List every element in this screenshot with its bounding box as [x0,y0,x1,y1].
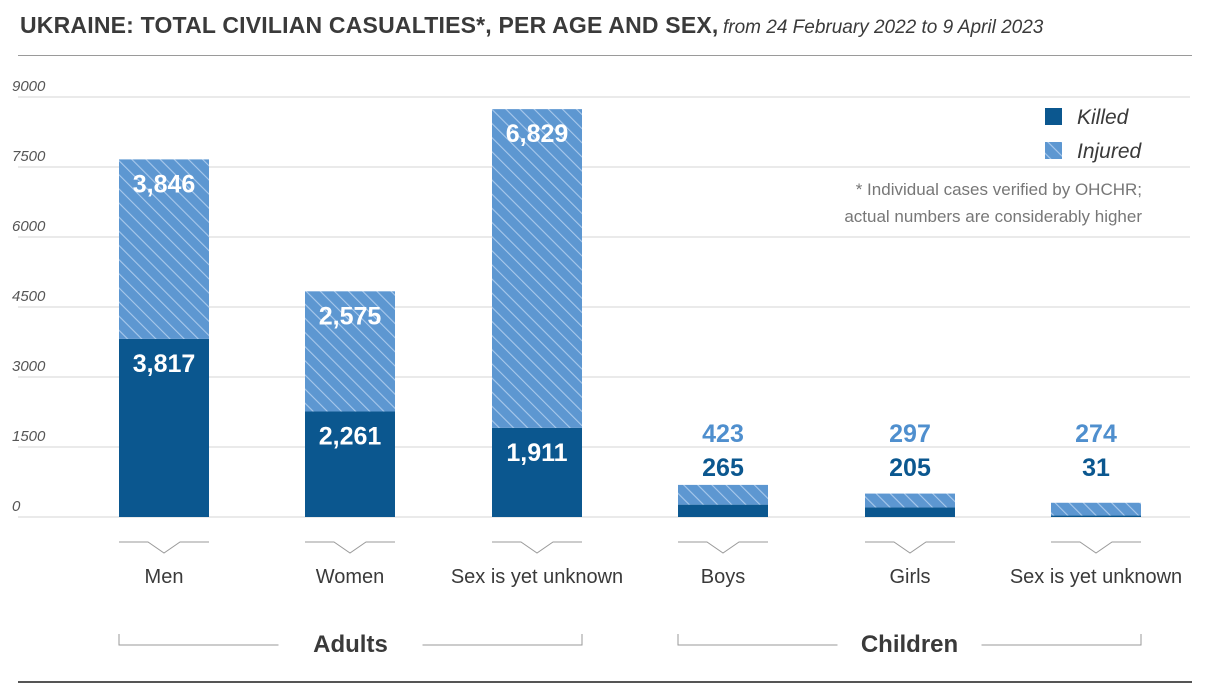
group-bracket-left-1 [677,634,838,646]
footnote-line-2: actual numbers are considerably higher [844,207,1142,226]
y-tick-label-3: 4500 [12,288,46,305]
y-tick-label-6: 9000 [12,78,46,95]
value-label-injured-3: 423 [702,420,744,448]
bars [119,109,1141,517]
y-tick-label-5: 7500 [12,148,46,165]
value-label-killed-5: 31 [1082,454,1110,482]
gridlines [18,96,1190,518]
group-bracket-left-0 [118,634,279,646]
value-label-injured-0: 3,846 [133,170,196,198]
value-label-killed-4: 205 [889,454,931,482]
group-brackets: Adults Children [118,631,1142,658]
group-label-1: Children [861,631,958,658]
bar-injured-0 [119,159,209,339]
bar-injured-5 [1051,502,1141,516]
value-labels: 3,846 3,817 2,575 2,261 6,829 1,911 423 265 297 2… [133,120,1117,482]
value-label-injured-1: 2,575 [319,302,382,330]
category-notch-3 [678,541,768,554]
bar-injured-2 [492,109,582,428]
y-tick-label-0: 0 [12,498,21,515]
legend-swatch-killed [1045,108,1062,125]
category-label-4: Girls [889,566,930,588]
category-label-0: Men [145,566,184,588]
value-label-injured-5: 274 [1075,420,1117,448]
bar-killed-3 [678,504,768,517]
bar-injured-1 [305,291,395,412]
legend-label-injured: Injured [1077,140,1143,163]
group-label-0: Adults [313,631,388,658]
category-label-1: Women [316,566,385,588]
bar-injured-3 [678,484,768,505]
group-bracket-right-0 [422,634,583,646]
legend: Killed Injured [1045,106,1143,163]
category-notch-1 [305,541,395,554]
footnote-line-1: * Individual cases verified by OHCHR; [856,180,1142,199]
value-label-injured-2: 6,829 [506,120,569,148]
bar-killed-5 [1051,515,1141,517]
bar-killed-4 [865,507,955,517]
value-label-killed-0: 3,817 [133,350,196,378]
category-notch-2 [492,541,582,554]
value-label-killed-1: 2,261 [319,422,382,450]
chart-subtitle: from 24 February 2022 to 9 April 2023 [722,17,1044,38]
chart-title: UKRAINE: TOTAL CIVILIAN CASUALTIES*, PER… [20,12,719,38]
category-label-2: Sex is yet unknown [451,566,623,588]
bar-killed-0 [119,338,209,517]
y-tick-label-4: 6000 [12,218,46,235]
category-label-5: Sex is yet unknown [1010,566,1182,588]
bar-injured-4 [865,493,955,508]
category-label-3: Boys [701,566,745,588]
category-notch-4 [865,541,955,554]
y-tick-label-1: 1500 [12,428,46,445]
bar-killed-2 [492,427,582,517]
chart-header: UKRAINE: TOTAL CIVILIAN CASUALTIES*, PER… [20,12,1043,52]
legend-label-killed: Killed [1077,106,1130,129]
category-notch-0 [119,541,209,554]
category-axis: Men Women Sex is yet unknown Boys Girls Sex i… [119,541,1182,588]
group-bracket-right-1 [981,634,1142,646]
title-divider [18,55,1192,56]
value-label-killed-3: 265 [702,454,744,482]
legend-swatch-injured [1045,142,1062,159]
y-axis-ticks: 0 1500 3000 4500 6000 7500 9000 [12,78,46,515]
value-label-injured-4: 297 [889,420,931,448]
bar-killed-1 [305,411,395,517]
value-label-killed-2: 1,911 [506,439,567,467]
bottom-rule [18,681,1192,683]
y-tick-label-2: 3000 [12,358,46,375]
category-notch-5 [1051,541,1141,554]
